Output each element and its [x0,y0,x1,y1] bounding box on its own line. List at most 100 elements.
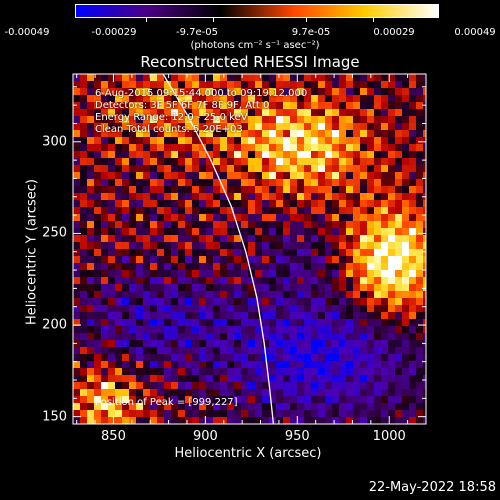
heatmap-cell [374,396,382,404]
heatmap-cell [332,109,340,117]
heatmap-cell [136,354,144,362]
heatmap-cell [423,284,426,292]
heatmap-cell [171,137,179,145]
heatmap-cell [318,417,326,424]
heatmap-cell [73,347,81,355]
heatmap-cell [332,340,340,348]
heatmap-cell [143,207,151,215]
heatmap-cell [255,74,263,82]
heatmap-cell [164,186,172,194]
heatmap-cell [290,193,298,201]
heatmap-cell [283,368,291,376]
heatmap-cell [339,81,347,89]
heatmap-cell [332,88,340,96]
heatmap-cell [178,361,186,369]
heatmap-cell [122,305,130,313]
heatmap-cell [171,333,179,341]
heatmap-cell [255,319,263,327]
heatmap-cell [311,88,319,96]
heatmap-cell [87,81,95,89]
heatmap-cell [115,396,123,404]
heatmap-cell [332,291,340,299]
heatmap-cell [185,291,193,299]
heatmap-cell [234,228,242,236]
heatmap-cell [136,298,144,306]
heatmap-cell [346,130,354,138]
heatmap-cell [157,242,165,250]
heatmap-cell [332,74,340,82]
heatmap-cell [276,165,284,173]
heatmap-cell [367,361,375,369]
timestamp: 22-May-2022 18:58 [368,480,496,495]
heatmap-cell [122,123,130,131]
heatmap-cell [290,179,298,187]
heatmap-cell [409,410,417,418]
heatmap-cell [255,116,263,124]
heatmap-cell [409,319,417,327]
heatmap-cell [108,242,116,250]
heatmap-cell [206,312,214,320]
heatmap-cell [227,228,235,236]
heatmap-cell [73,249,81,257]
heatmap-cell [318,249,326,257]
heatmap-cell [199,375,207,383]
heatmap-cell [178,375,186,383]
heatmap-cell [416,319,424,327]
heatmap-cell [311,172,319,180]
heatmap-cell [115,235,123,243]
heatmap-cell [402,326,410,334]
heatmap-cell [339,326,347,334]
heatmap-cell [178,263,186,271]
heatmap-cell [262,165,270,173]
heatmap-cell [150,109,158,117]
x-axis-label: Heliocentric X (arcsec) [174,446,322,461]
heatmap-cell [318,256,326,264]
heatmap-cell [213,403,221,411]
heatmap-cell [423,179,426,187]
heatmap-cell [192,144,200,152]
heatmap-cell [262,277,270,285]
heatmap-cell [199,368,207,376]
heatmap-cell [94,88,102,96]
heatmap-cell [353,74,361,82]
heatmap-cell [325,116,333,124]
heatmap-cell [199,347,207,355]
heatmap-cell [220,179,228,187]
heatmap-cell [346,88,354,96]
heatmap-cell [248,74,256,82]
heatmap-cell [122,277,130,285]
heatmap-cell [269,193,277,201]
heatmap-cell [108,116,116,124]
heatmap-cell [213,361,221,369]
heatmap-cell [346,214,354,222]
heatmap-cell [283,123,291,131]
heatmap-cell [136,361,144,369]
heatmap-cell [346,319,354,327]
colorbar-tick-label: -9.7e-05 [176,27,218,38]
heatmap-cell [360,102,368,110]
heatmap-cell [374,151,382,159]
heatmap-cell [129,333,137,341]
heatmap-cell [395,410,403,418]
heatmap-cell [206,151,214,159]
heatmap-cell [129,228,137,236]
heatmap-cell [185,298,193,306]
heatmap-cell [87,172,95,180]
heatmap-cell [367,214,375,222]
heatmap-cell [367,172,375,180]
heatmap-cell [353,256,361,264]
heatmap-cell [122,109,130,117]
heatmap-cell [136,410,144,418]
heatmap-cell [374,109,382,117]
heatmap-cell [339,165,347,173]
heatmap-cell [94,193,102,201]
heatmap-cell [185,109,193,117]
heatmap-cell [353,312,361,320]
heatmap-cell [304,95,312,103]
heatmap-cell [136,74,144,82]
heatmap-cell [416,347,424,355]
heatmap-cell [157,116,165,124]
heatmap-cell [185,102,193,110]
heatmap-cell [381,291,389,299]
heatmap-cell [360,347,368,355]
